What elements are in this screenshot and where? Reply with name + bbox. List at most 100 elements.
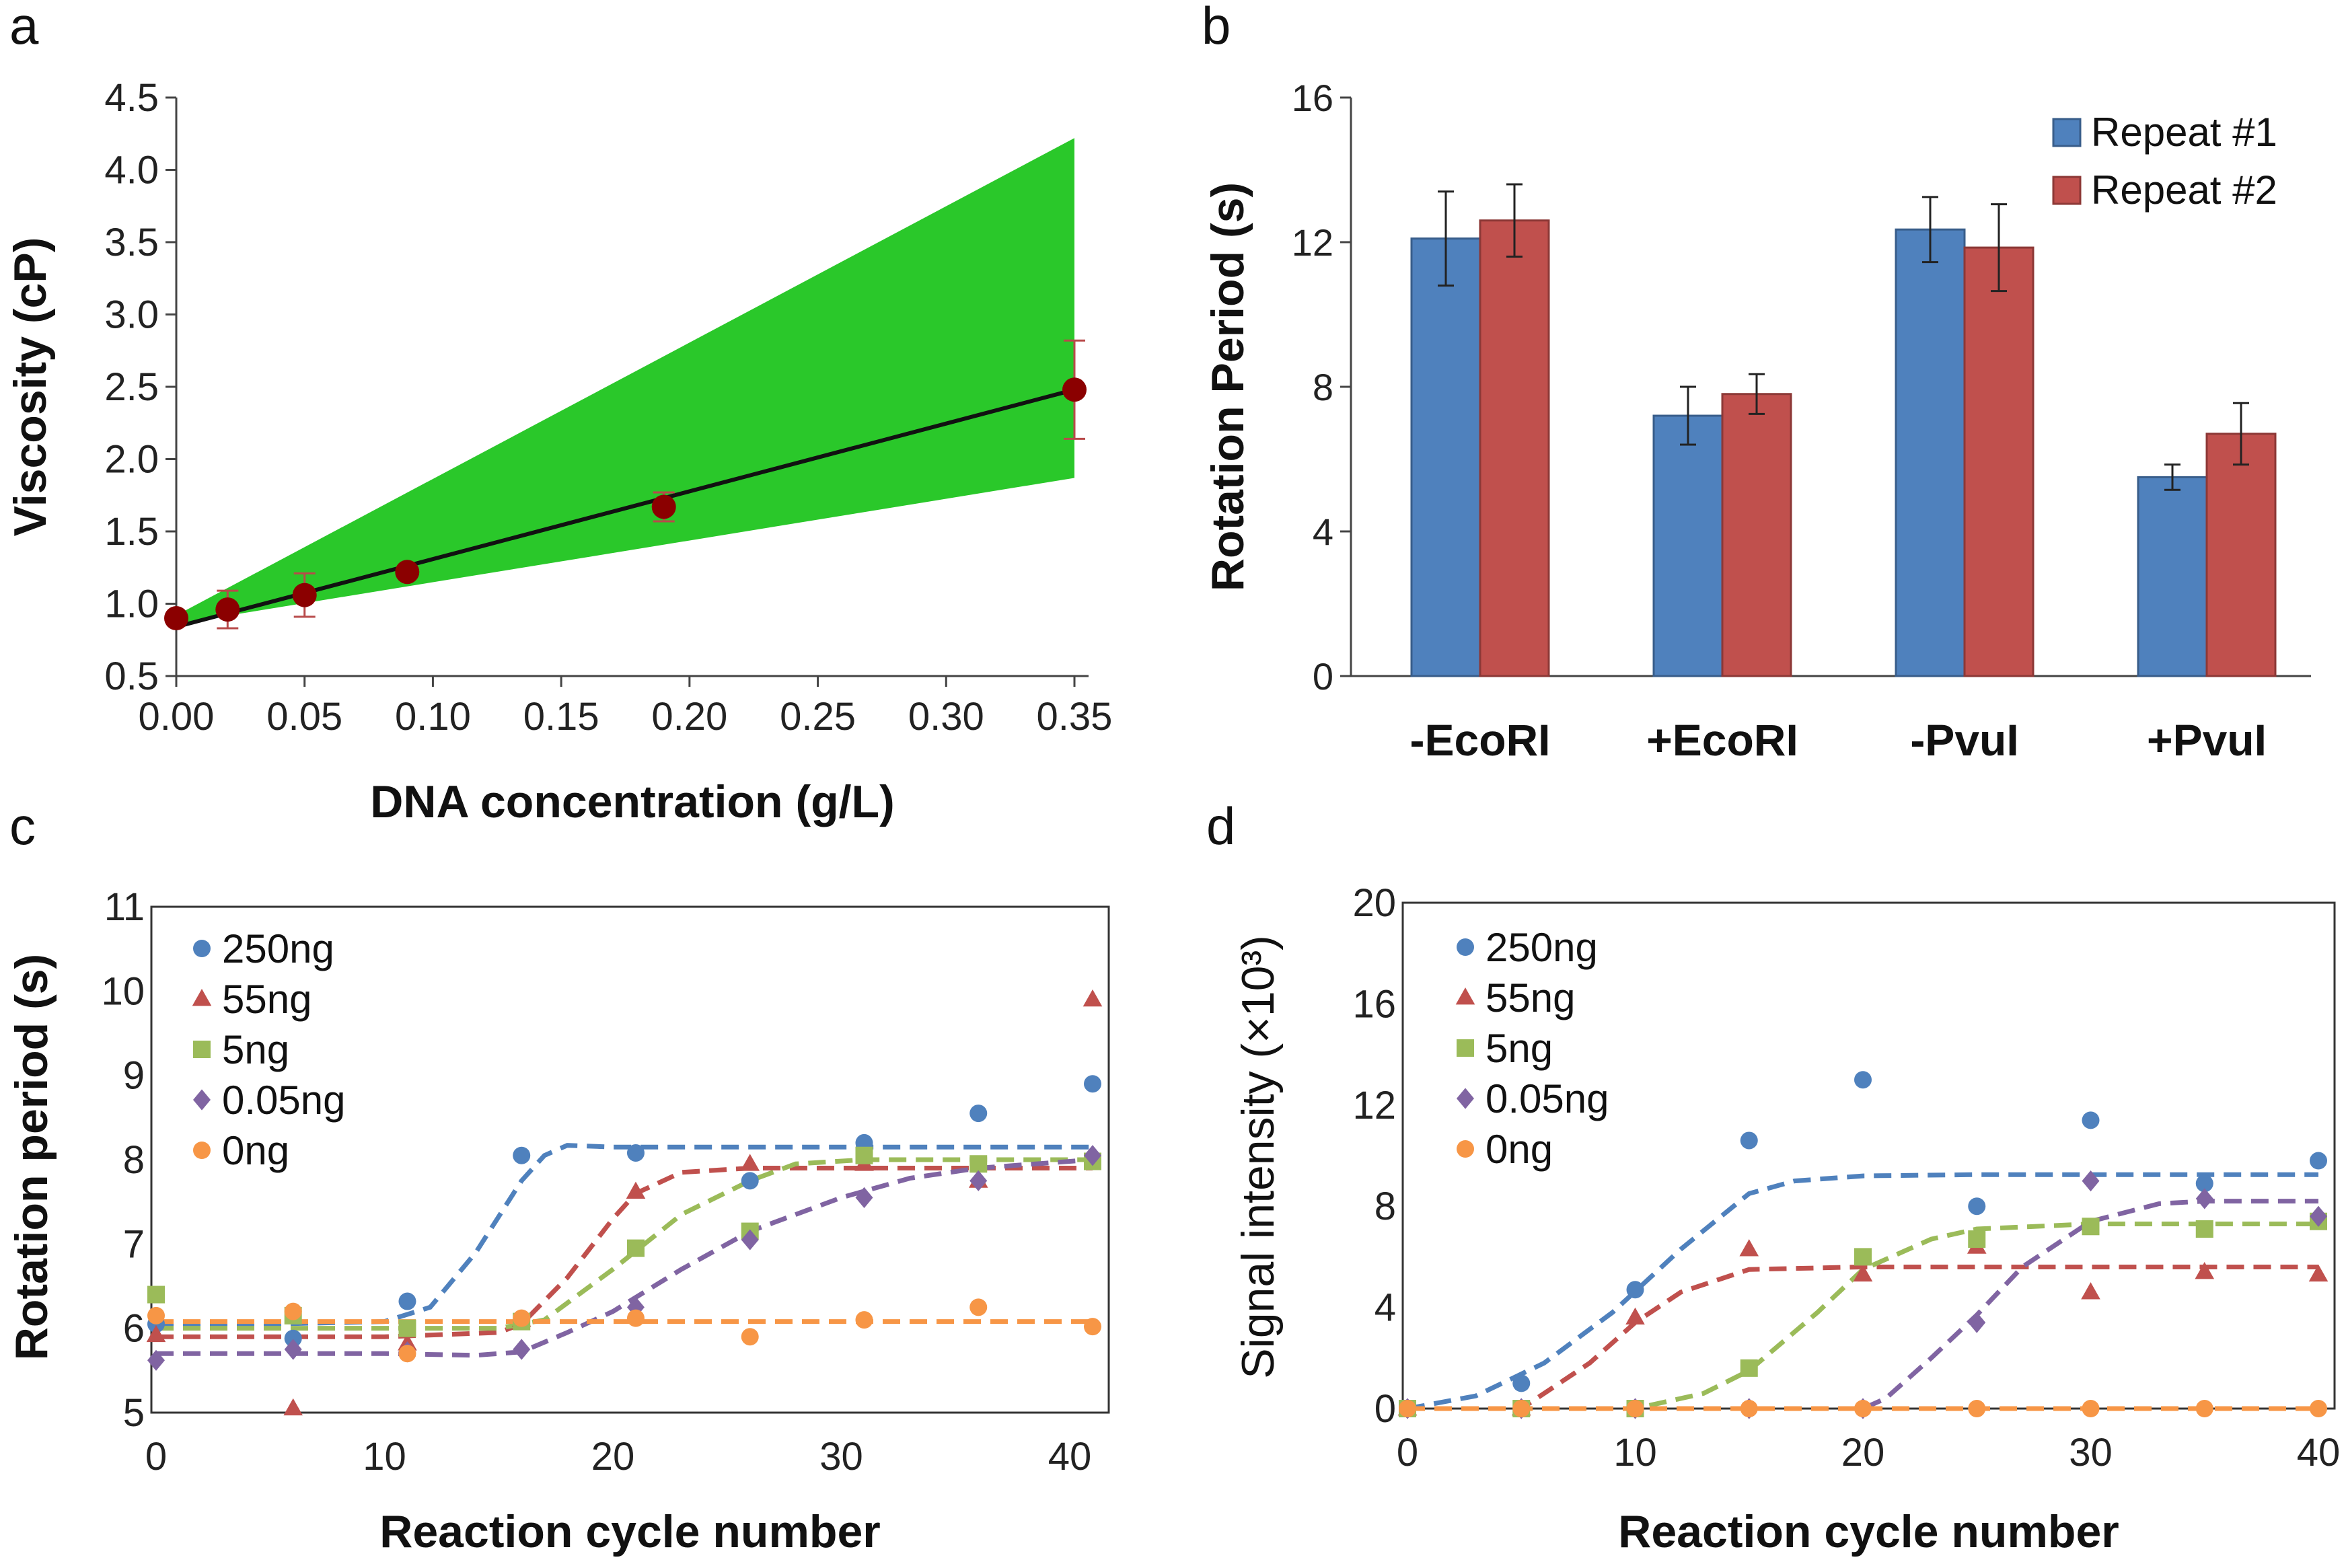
category-label: -PvuI bbox=[1910, 715, 2018, 765]
legend-marker bbox=[193, 1142, 211, 1159]
y-tick-label: 0 bbox=[1374, 1387, 1396, 1431]
data-point-55ng bbox=[1083, 989, 1103, 1007]
data-point-0ng bbox=[2082, 1400, 2100, 1417]
y-axis-label: Rotation period (s) bbox=[6, 954, 57, 1360]
y-tick-label: 4.0 bbox=[104, 149, 159, 192]
data-point-250ng bbox=[969, 1105, 988, 1123]
data-point-55ng bbox=[740, 1154, 760, 1171]
data-point-250ng bbox=[741, 1172, 759, 1190]
fit-curve-250ng bbox=[1407, 1172, 2318, 1411]
data-point-250ng bbox=[1084, 1075, 1101, 1093]
panel-d-chart: 0 4 8 12 16 20 0 10 20 30 40 250ng 55ng 5ng 0.05ng 0ng R… bbox=[1233, 881, 2340, 1557]
data-point-250ng bbox=[2310, 1152, 2327, 1170]
y-tick-label: 6 bbox=[123, 1307, 145, 1351]
x-axis-label: DNA concentration (g/L) bbox=[370, 776, 894, 827]
y-tick-label: 16 bbox=[1292, 77, 1333, 119]
legend-label: 0.05ng bbox=[222, 1078, 346, 1123]
category-label: -EcoRI bbox=[1409, 715, 1550, 765]
y-axis-label: Rotation Period (s) bbox=[1202, 182, 1253, 591]
bar-repeat-1 bbox=[1652, 414, 1724, 677]
x-tick-label: 10 bbox=[1613, 1431, 1657, 1474]
y-axis-label: Viscosity (cP) bbox=[5, 237, 56, 537]
data-point bbox=[292, 583, 317, 607]
x-tick-label: 0.30 bbox=[908, 695, 984, 739]
data-point bbox=[651, 494, 676, 519]
data-point-5ng bbox=[1854, 1248, 1872, 1266]
y-tick-label: 3.0 bbox=[104, 293, 159, 337]
legend-label: 55ng bbox=[1486, 975, 1575, 1020]
y-tick-label: 8 bbox=[123, 1138, 145, 1182]
x-tick-label: 0 bbox=[145, 1435, 167, 1479]
data-point-0ng bbox=[1968, 1400, 1986, 1417]
data-point-5ng bbox=[626, 1239, 645, 1257]
x-tick-label: 20 bbox=[591, 1435, 635, 1479]
data-point-250ng bbox=[2195, 1174, 2213, 1193]
data-point-0ng bbox=[741, 1328, 759, 1346]
data-point-55ng bbox=[1739, 1239, 1759, 1257]
data-point-0ng bbox=[147, 1306, 165, 1324]
data-point-0ng bbox=[969, 1298, 988, 1316]
x-tick-label: 0 bbox=[1397, 1431, 1418, 1474]
category-label: +EcoRI bbox=[1646, 715, 1798, 765]
legend-marker bbox=[1457, 1140, 1474, 1158]
data-point-55ng bbox=[2308, 1264, 2329, 1282]
y-tick-label: 0 bbox=[1313, 655, 1333, 698]
data-point-55ng bbox=[283, 1398, 303, 1416]
data-point-0ng bbox=[513, 1309, 531, 1327]
x-tick-label: 30 bbox=[819, 1435, 863, 1479]
data-point-5ng bbox=[969, 1155, 988, 1173]
x-axis-label: Reaction cycle number bbox=[1618, 1506, 2119, 1557]
confidence-band bbox=[176, 138, 1074, 624]
data-point-0-05ng bbox=[969, 1170, 988, 1191]
y-tick-label: 16 bbox=[1352, 982, 1396, 1026]
data-point-250ng bbox=[398, 1292, 416, 1310]
y-tick-label: 2.0 bbox=[104, 438, 159, 482]
y-tick-label: 5 bbox=[123, 1391, 145, 1435]
data-point-0-05ng bbox=[2195, 1188, 2213, 1209]
data-point-5ng bbox=[2082, 1218, 2100, 1236]
x-tick-label: 10 bbox=[363, 1435, 406, 1479]
data-point-55ng bbox=[2195, 1262, 2215, 1279]
data-point bbox=[1062, 377, 1087, 402]
data-point-250ng bbox=[2082, 1111, 2100, 1129]
bar-repeat-1 bbox=[2137, 476, 2208, 677]
y-tick-label: 9 bbox=[123, 1054, 145, 1098]
data-point-5ng bbox=[855, 1146, 873, 1164]
plot-frame bbox=[150, 905, 1110, 1414]
data-point-55ng bbox=[626, 1181, 646, 1199]
x-tick-label: 0.20 bbox=[651, 695, 727, 739]
data-point bbox=[215, 597, 240, 622]
y-tick-label: 1.5 bbox=[104, 510, 159, 554]
data-point-0-05ng bbox=[741, 1229, 759, 1250]
data-point-250ng bbox=[1626, 1281, 1644, 1299]
legend-label: Repeat #2 bbox=[2091, 167, 2277, 213]
legend-swatch bbox=[2052, 176, 2082, 205]
x-tick-label: 40 bbox=[2297, 1431, 2341, 1474]
data-point-0ng bbox=[1740, 1400, 1758, 1417]
data-point-0-05ng bbox=[1968, 1312, 1986, 1333]
legend-marker bbox=[1455, 987, 1475, 1005]
category-label: +PvuI bbox=[2147, 715, 2267, 765]
legend-label: 250ng bbox=[1486, 925, 1598, 970]
y-tick-label: 12 bbox=[1352, 1084, 1396, 1127]
legend-marker bbox=[193, 1089, 211, 1111]
data-point-0ng bbox=[1084, 1318, 1101, 1336]
panel-b-chart: 0 4 8 12 16 -EcoRI +EcoRI -PvuI +PvuI Repeat #1 Re… bbox=[1202, 77, 2311, 765]
bar-repeat-1 bbox=[1410, 237, 1481, 677]
data-point-5ng bbox=[1968, 1230, 1986, 1248]
data-point-5ng bbox=[2195, 1220, 2213, 1238]
data-point-55ng bbox=[2081, 1282, 2100, 1300]
x-tick-label: 0.00 bbox=[139, 695, 215, 739]
y-tick-label: 12 bbox=[1292, 221, 1333, 264]
x-tick-label: 0.15 bbox=[523, 695, 599, 739]
bar-repeat-2 bbox=[1479, 219, 1550, 677]
legend-marker bbox=[193, 940, 211, 957]
legend-label: 0ng bbox=[222, 1128, 289, 1173]
fit-curve-55ng bbox=[1407, 1264, 2318, 1411]
bar-repeat-2 bbox=[1963, 246, 2035, 677]
x-tick-label: 0.35 bbox=[1037, 695, 1113, 739]
data-point-0ng bbox=[1854, 1400, 1872, 1417]
data-point-0-05ng bbox=[855, 1187, 873, 1208]
y-tick-label: 4 bbox=[1374, 1286, 1396, 1330]
data-point-0ng bbox=[1512, 1400, 1531, 1417]
